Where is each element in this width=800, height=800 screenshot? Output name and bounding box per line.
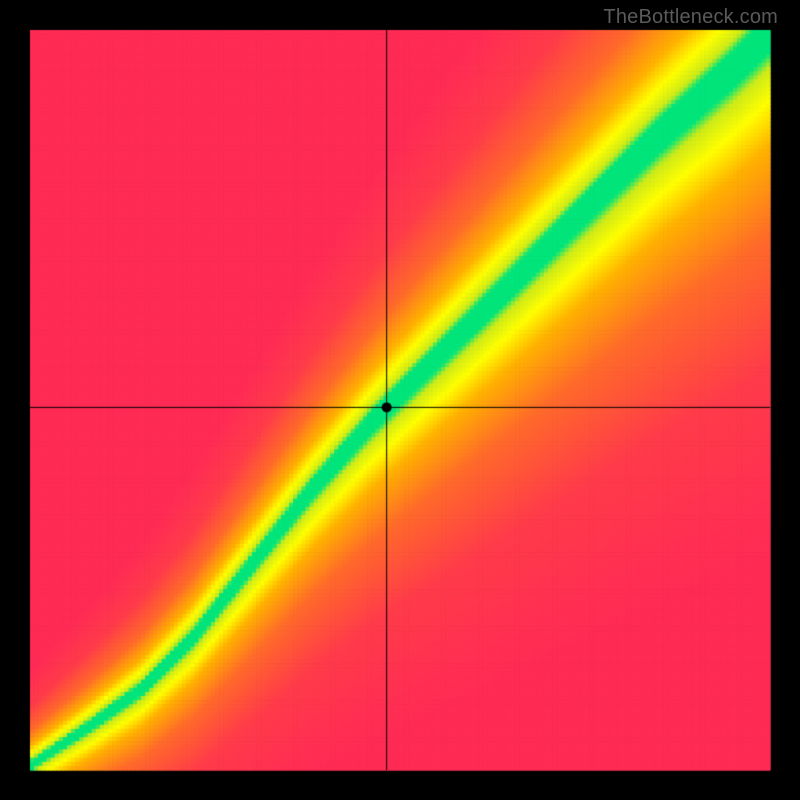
watermark-text: TheBottleneck.com — [603, 6, 778, 29]
bottleneck-heatmap-chart — [0, 0, 800, 800]
chart-container: TheBottleneck.com — [0, 0, 800, 800]
